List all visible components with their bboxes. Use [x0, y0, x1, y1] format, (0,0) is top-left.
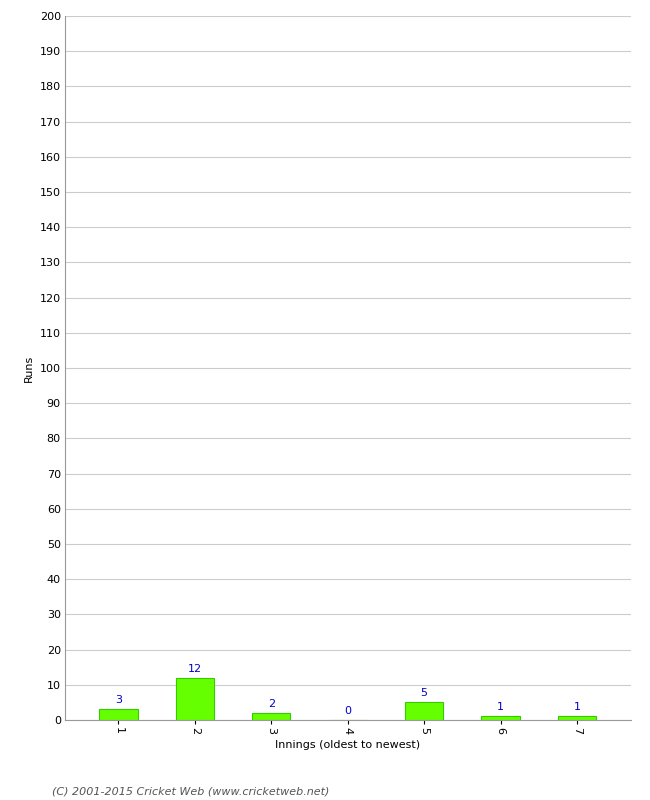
Text: 2: 2 — [268, 698, 275, 709]
Bar — [99, 710, 138, 720]
Bar — [482, 717, 520, 720]
Bar — [252, 713, 291, 720]
Bar — [176, 678, 214, 720]
Bar — [405, 702, 443, 720]
Text: 0: 0 — [344, 706, 351, 716]
Text: 3: 3 — [115, 695, 122, 706]
Text: 1: 1 — [497, 702, 504, 712]
X-axis label: Innings (oldest to newest): Innings (oldest to newest) — [275, 740, 421, 750]
Text: (C) 2001-2015 Cricket Web (www.cricketweb.net): (C) 2001-2015 Cricket Web (www.cricketwe… — [52, 786, 330, 796]
Text: 1: 1 — [573, 702, 580, 712]
Y-axis label: Runs: Runs — [24, 354, 34, 382]
Bar — [558, 717, 596, 720]
Text: 12: 12 — [188, 663, 202, 674]
Text: 5: 5 — [421, 688, 428, 698]
